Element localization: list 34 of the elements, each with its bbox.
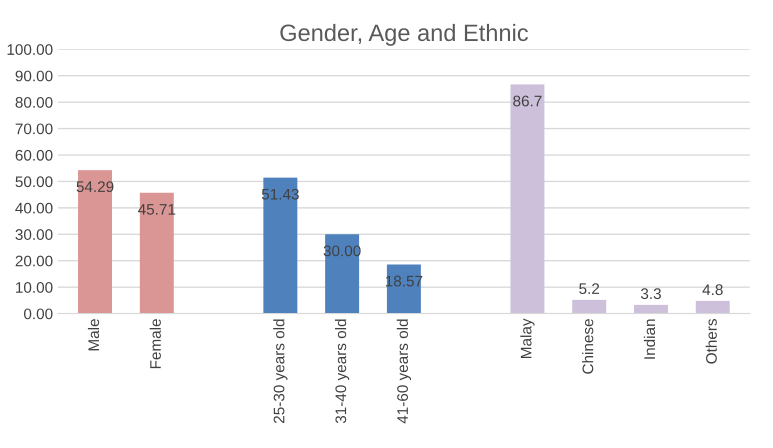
x-tick-label: 25-30 years old (273, 319, 288, 423)
bar (696, 300, 730, 314)
bar (263, 178, 298, 314)
x-tick-label: 41-60 years old (396, 319, 412, 424)
y-tick-label: 10.00 (16, 282, 53, 293)
x-tick-label: Malay (520, 318, 535, 358)
x-tick-label: Others (706, 319, 717, 364)
data-label: 5.2 (579, 283, 600, 294)
bar (78, 170, 112, 314)
bar (634, 304, 668, 314)
y-tick-label: 60.00 (16, 150, 53, 161)
bar (510, 84, 544, 314)
x-tick-label: Indian (644, 319, 656, 359)
bar (572, 300, 606, 314)
y-tick-label: 0.00 (24, 308, 53, 320)
data-label: 45.71 (138, 204, 176, 215)
data-label: 4.8 (702, 284, 723, 296)
data-label: 3.3 (640, 288, 661, 300)
y-tick-label: 30.00 (15, 229, 53, 240)
x-tick-label: 31-40 years old (335, 319, 350, 424)
y-tick-label: 40.00 (15, 202, 53, 214)
x-tick-label: Chinese (582, 319, 594, 374)
y-tick-label: 100.00 (8, 44, 53, 55)
chart-title: Gender, Age and Ethnic (280, 24, 528, 46)
y-tick-label: 70.00 (16, 123, 53, 134)
y-tick-label: 90.00 (16, 70, 53, 82)
y-tick-label: 80.00 (16, 97, 53, 108)
bar (140, 192, 174, 314)
y-tick-label: 50.00 (15, 176, 53, 188)
x-tick-label: Male (88, 319, 100, 350)
x-tick-label: Female (150, 319, 161, 368)
data-label: 86.7 (513, 96, 542, 106)
bar (325, 234, 360, 314)
y-tick-label: 20.00 (16, 256, 53, 266)
